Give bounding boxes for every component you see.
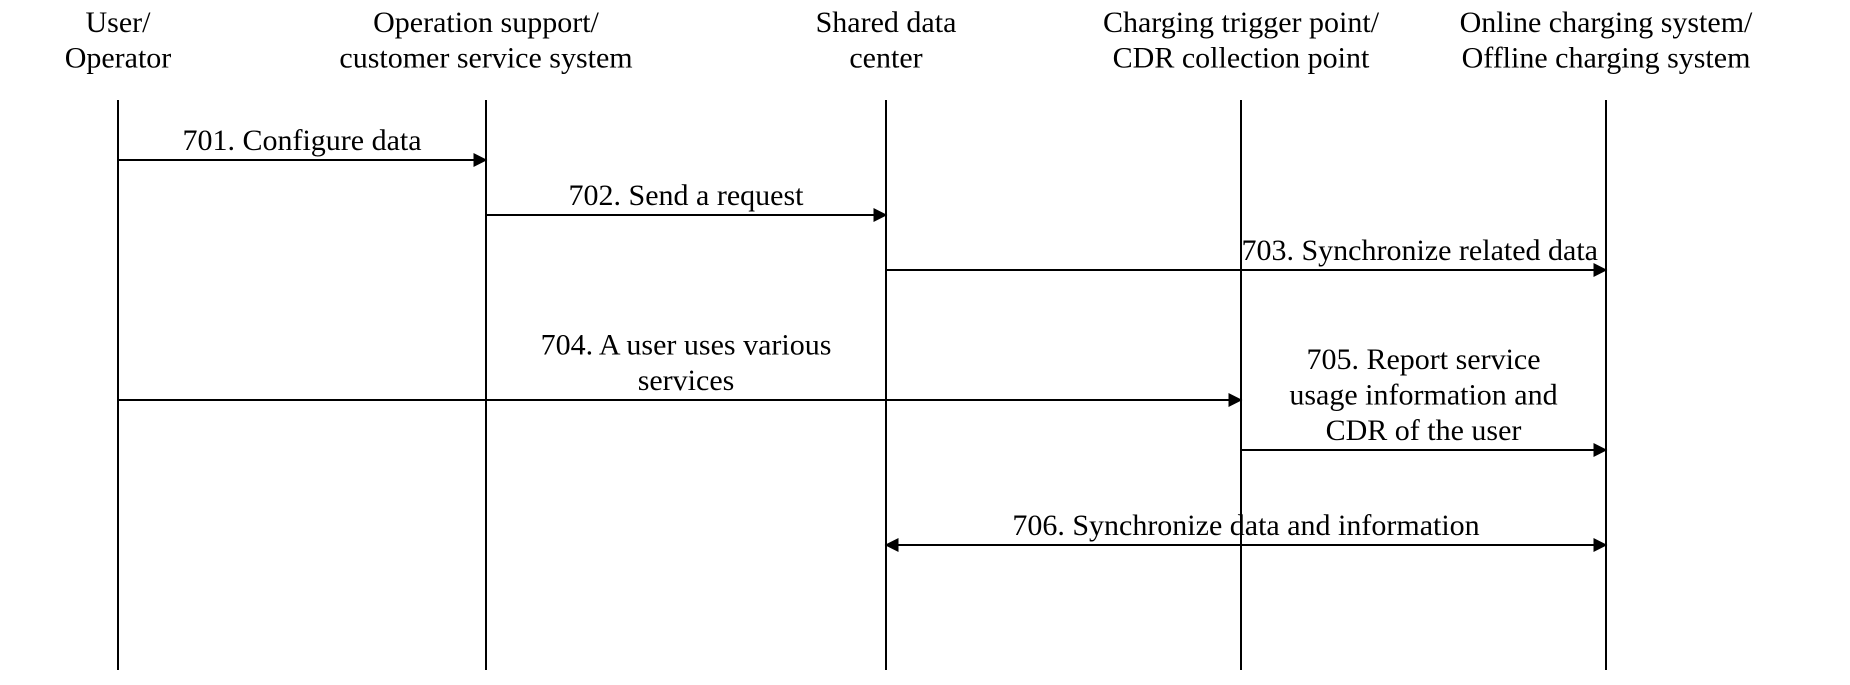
message-label-m704-line0: 704. A user uses various	[541, 329, 832, 362]
message-label-m705-line0: 705. Report service	[1306, 343, 1540, 376]
lifeline-label-ocs-line0: Online charging system/	[1460, 6, 1753, 39]
message-label-m705-line1: usage information and	[1289, 379, 1557, 412]
message-m701: 701. Configure data	[118, 124, 486, 160]
lifeline-label-ctp-line1: CDR collection point	[1113, 41, 1370, 74]
lifeline-sdc: Shared datacenter	[816, 6, 957, 670]
message-m703: 703. Synchronize related data	[886, 234, 1606, 270]
lifeline-label-ocs-line1: Offline charging system	[1462, 41, 1751, 74]
lifeline-ocs: Online charging system/Offline charging …	[1460, 6, 1753, 670]
message-m704: 704. A user uses variousservices	[118, 329, 1241, 400]
lifeline-label-sdc-line1: center	[849, 41, 922, 74]
sequence-diagram: User/Operator Operation support/customer …	[0, 0, 1850, 685]
lifeline-label-user-line1: Operator	[65, 41, 172, 74]
message-label-m704-line1: services	[638, 364, 735, 397]
lifeline-label-ctp-line0: Charging trigger point/	[1103, 6, 1380, 39]
message-m705: 705. Report serviceusage information and…	[1241, 343, 1606, 450]
lifeline-label-oss-line1: customer service system	[339, 41, 632, 74]
message-label-m701-line0: 701. Configure data	[182, 124, 421, 157]
lifeline-ctp: Charging trigger point/CDR collection po…	[1103, 6, 1380, 670]
lifeline-user: User/Operator	[65, 6, 172, 670]
lifeline-label-user-line0: User/	[86, 6, 152, 39]
message-m702: 702. Send a request	[486, 179, 886, 215]
lifeline-label-oss-line0: Operation support/	[373, 6, 599, 39]
lifeline-label-sdc-line0: Shared data	[816, 6, 957, 39]
message-m706: 706. Synchronize data and information	[886, 509, 1606, 545]
message-label-m703-line0: 703. Synchronize related data	[1241, 234, 1598, 267]
message-label-m702-line0: 702. Send a request	[569, 179, 805, 212]
message-label-m705-line2: CDR of the user	[1326, 414, 1522, 447]
message-label-m706-line0: 706. Synchronize data and information	[1012, 509, 1479, 542]
